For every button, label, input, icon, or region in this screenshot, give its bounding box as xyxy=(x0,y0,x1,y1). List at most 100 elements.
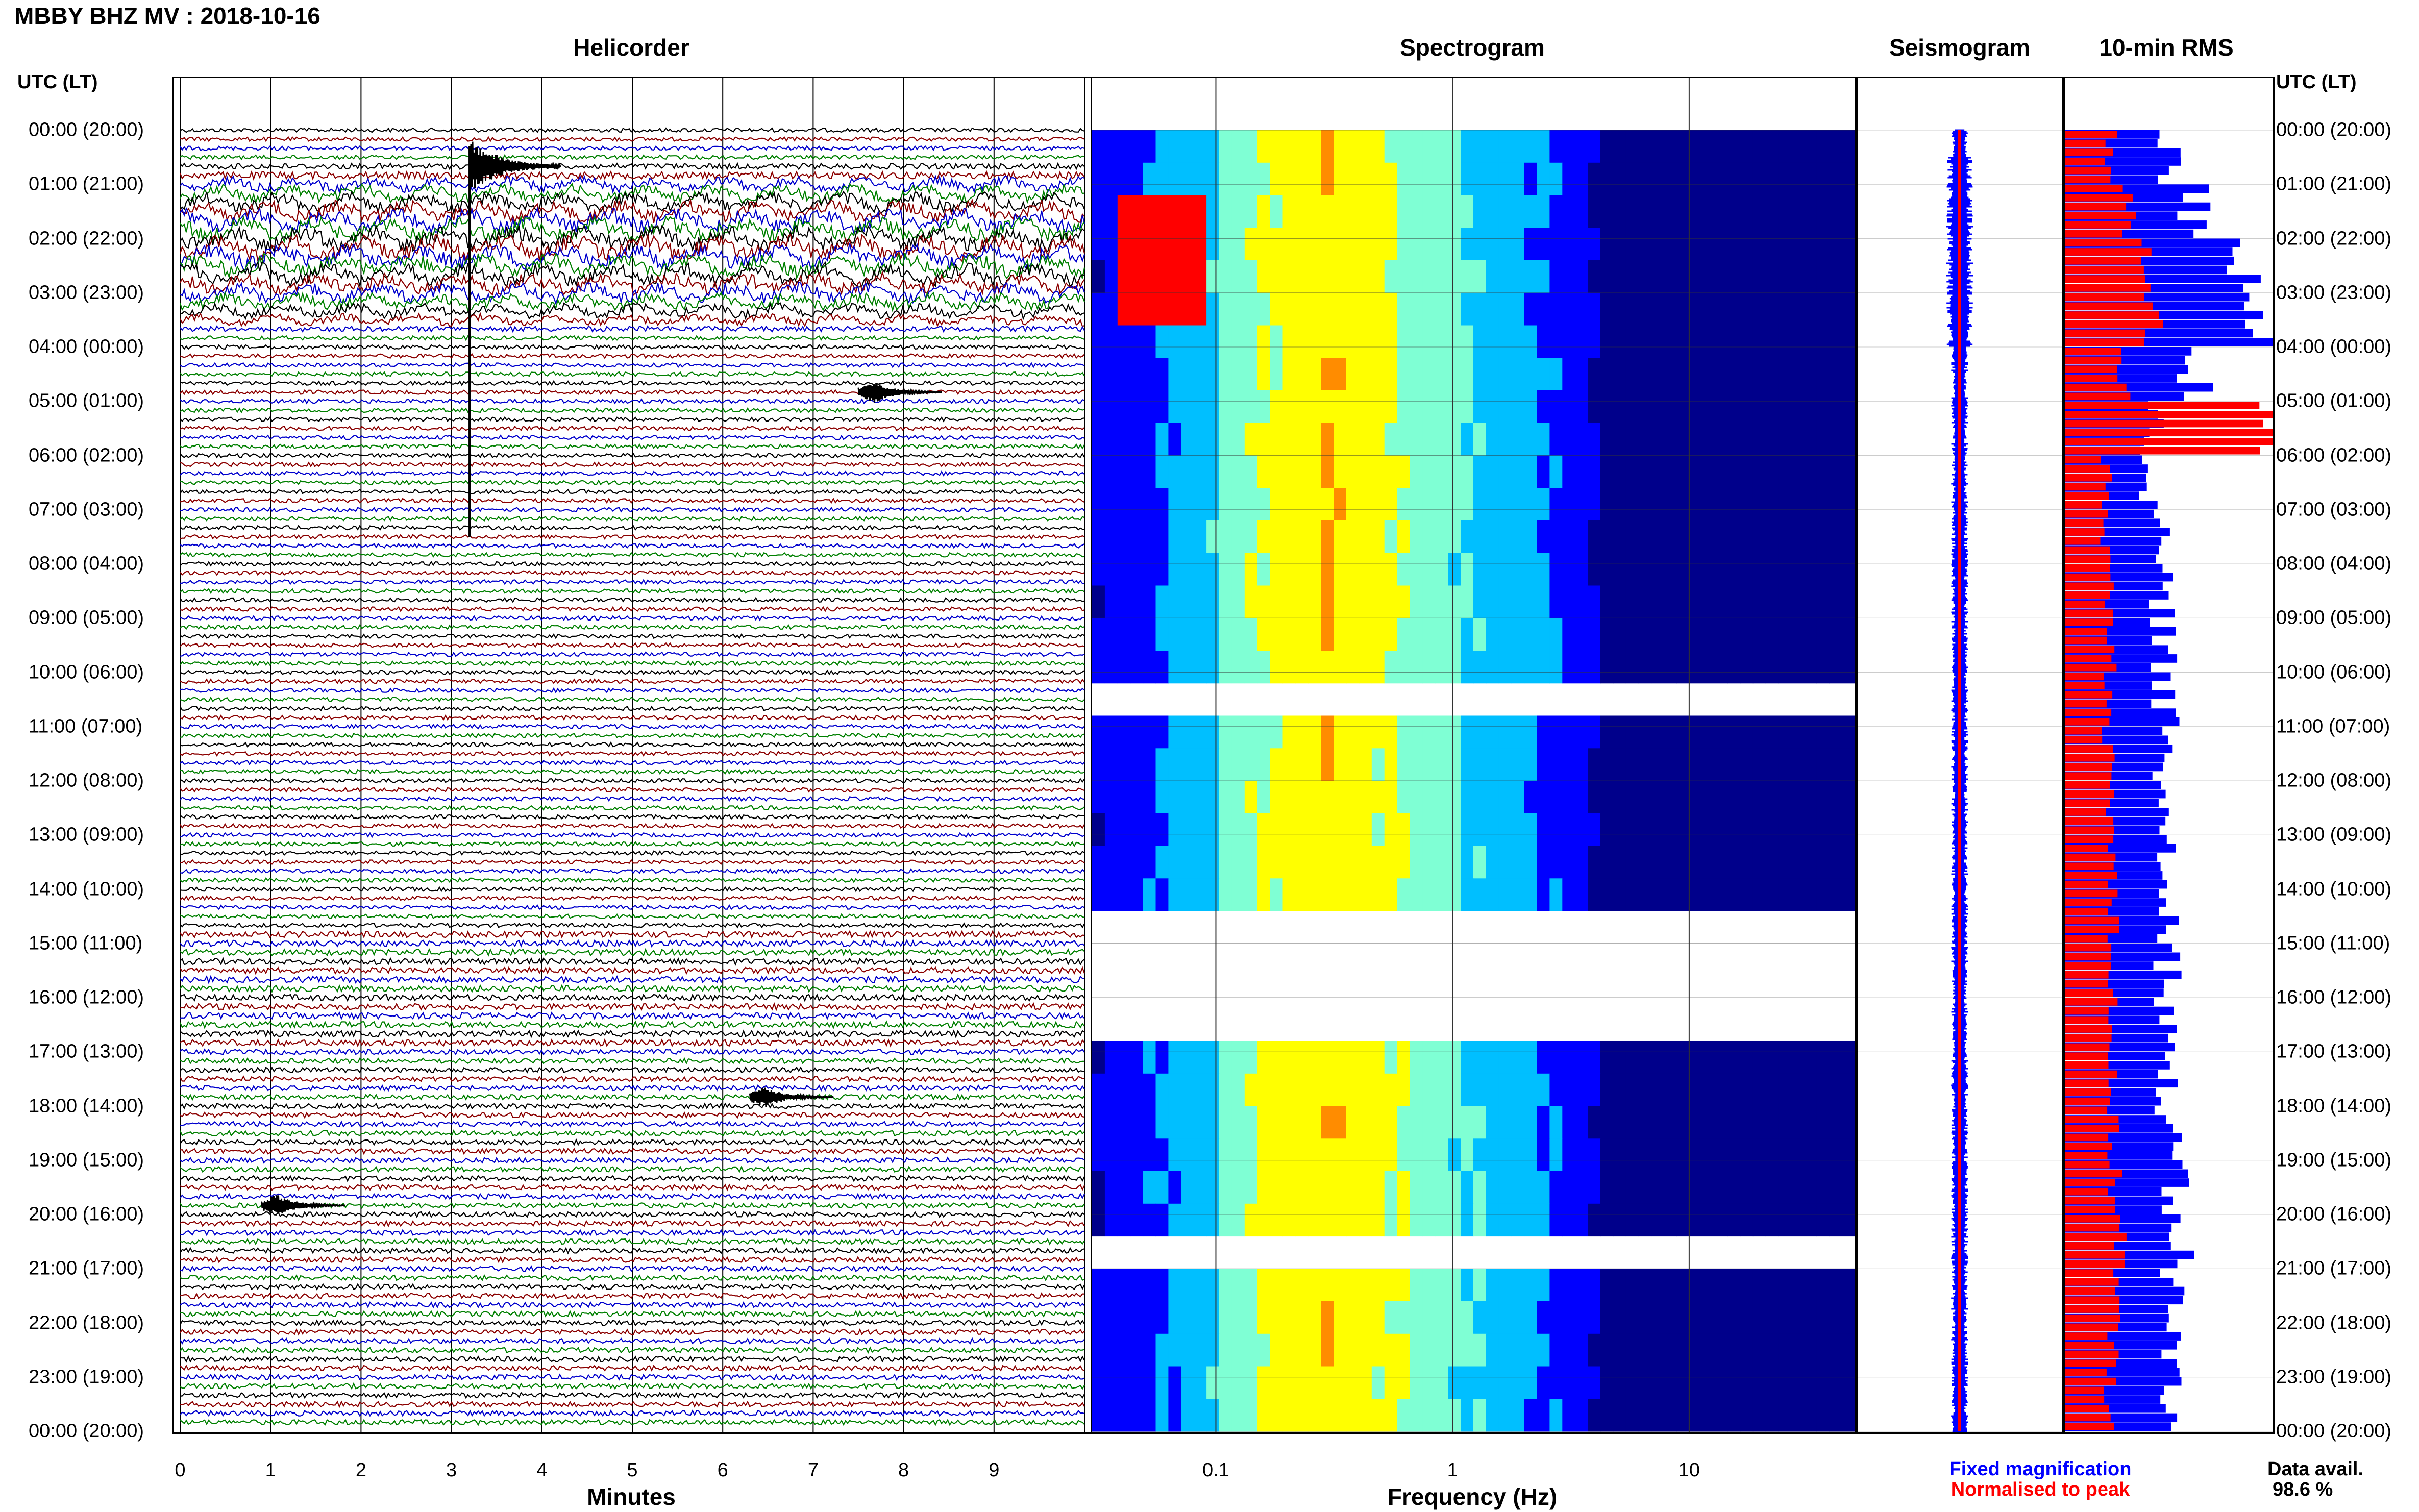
spectrogram-cell xyxy=(1549,553,1563,586)
spectrogram-cell xyxy=(1791,390,1804,424)
spectrogram-cell xyxy=(1435,1138,1448,1172)
time-label-right: 00:00 (20:00) xyxy=(2276,119,2392,141)
spectrogram-cell xyxy=(1168,553,1181,586)
spectrogram-cell xyxy=(1168,651,1181,684)
helicorder-trace xyxy=(180,1057,1085,1065)
spectrogram-cell xyxy=(1638,618,1652,651)
rms-bar-normalised xyxy=(2065,293,2144,301)
spectrogram-cell xyxy=(1130,651,1144,684)
spectrogram-cell xyxy=(1651,1106,1664,1139)
spectrogram-cell xyxy=(1410,748,1423,781)
spectrogram-cell xyxy=(1829,618,1842,651)
spectrogram-cell xyxy=(1486,1366,1499,1399)
spectrogram-cell xyxy=(1346,1366,1360,1399)
spectrogram-cell xyxy=(1334,455,1347,488)
spectrogram-cell xyxy=(1371,1106,1385,1139)
spectrogram-cell xyxy=(1397,1301,1410,1334)
spectrogram-cell xyxy=(1359,488,1372,521)
spectrogram-cell xyxy=(1473,846,1487,879)
spectrogram-cell xyxy=(1727,1106,1741,1139)
spectrogram-cell xyxy=(1270,162,1283,196)
spectrogram-cell xyxy=(1765,1138,1779,1172)
helicorder-trace xyxy=(179,1129,1085,1137)
spectrogram-cell xyxy=(1422,585,1436,618)
spectrogram-cell xyxy=(1334,715,1347,749)
spectrogram-cell xyxy=(1816,1203,1830,1237)
spectrogram-cell xyxy=(1676,1366,1690,1399)
helicorder-trace xyxy=(180,633,1085,639)
spectrogram-cell xyxy=(1676,228,1690,261)
spectrogram-cell xyxy=(1600,1366,1614,1399)
spectrogram-cell xyxy=(1778,423,1791,456)
spectrogram-cell xyxy=(1715,260,1728,293)
spectrogram-cell xyxy=(1791,585,1804,618)
spectrogram-cell xyxy=(1613,553,1626,586)
spectrogram-cell xyxy=(1676,1073,1690,1107)
spectrogram-cell xyxy=(1231,553,1245,586)
spectrogram-cell xyxy=(1638,1301,1652,1334)
spectrogram-cell xyxy=(1308,292,1321,326)
spectrogram-cell xyxy=(1752,488,1766,521)
spectrogram-cell xyxy=(1791,162,1804,196)
spectrogram-cell xyxy=(1638,195,1652,228)
spectrogram-cell xyxy=(1143,1269,1156,1302)
spectrogram-cell xyxy=(1231,292,1245,326)
spectrogram-cell xyxy=(1511,455,1525,488)
spectrogram-cell xyxy=(1359,585,1372,618)
spectrogram-cell xyxy=(1486,1138,1499,1172)
helicorder-trace xyxy=(180,1165,1085,1173)
helicorder-trace xyxy=(180,579,1085,585)
helicorder-trace xyxy=(180,1237,1085,1246)
spectrogram-cell xyxy=(1842,1171,1855,1204)
spectrogram-cell xyxy=(1600,1138,1614,1172)
spectrogram-cell xyxy=(1600,358,1614,391)
spectrogram-cell xyxy=(1816,292,1830,326)
spectrogram-cell xyxy=(1727,618,1741,651)
spectrogram-cell xyxy=(1625,1041,1639,1074)
spectrogram-cell xyxy=(1816,455,1830,488)
spectrogram-cell xyxy=(1498,1171,1512,1204)
helicorder-trace xyxy=(180,1301,1085,1309)
spectrogram-cell xyxy=(1435,1041,1448,1074)
spectrogram-cell xyxy=(1321,1171,1334,1204)
spectrogram-cell xyxy=(1206,1073,1220,1107)
helicorder-trace xyxy=(180,1075,1085,1083)
rms-bar-normalised xyxy=(2065,365,2117,374)
time-label-left: 00:00 (20:00) xyxy=(29,119,144,141)
time-label-right: 02:00 (22:00) xyxy=(2276,228,2392,249)
spectrogram-cell xyxy=(1778,585,1791,618)
spectrogram-cell xyxy=(1346,455,1360,488)
spectrogram-cell xyxy=(1448,455,1461,488)
spectrogram-cell xyxy=(1231,1171,1245,1204)
spectrogram-cell xyxy=(1092,715,1105,749)
spectrogram-cell xyxy=(1727,1138,1741,1172)
spectrogram-cell xyxy=(1727,1399,1741,1432)
spectrogram-cell xyxy=(1334,520,1347,554)
spectrogram-cell xyxy=(1625,553,1639,586)
spectrogram-cell xyxy=(1448,1333,1461,1367)
helicorder-trace xyxy=(180,1256,1085,1264)
spectrogram-cell xyxy=(1206,130,1220,163)
spectrogram-cell xyxy=(1397,553,1410,586)
spectrogram-cell xyxy=(1689,1106,1702,1139)
spectrogram-cell xyxy=(1092,292,1105,326)
spectrogram-cell xyxy=(1143,748,1156,781)
spectrogram-cell xyxy=(1321,488,1334,521)
spectrogram-cell xyxy=(1422,390,1436,424)
spectrogram-cell xyxy=(1562,325,1575,358)
spectrogram-cell xyxy=(1257,1366,1271,1399)
spectrogram-cell xyxy=(1092,553,1105,586)
rms-bar-normalised xyxy=(2065,736,2103,744)
spectrogram-cell xyxy=(1664,455,1677,488)
spectrogram-cell xyxy=(1575,1171,1588,1204)
spectrogram-cell xyxy=(1816,1171,1830,1204)
spectrogram-cell xyxy=(1715,813,1728,847)
spectrogram-cell xyxy=(1702,292,1715,326)
spectrogram-cell xyxy=(1562,781,1575,814)
spectrogram-cell xyxy=(1676,813,1690,847)
spectrogram-cell xyxy=(1359,358,1372,391)
spectrogram-cell xyxy=(1511,1203,1525,1237)
spectrogram-cell xyxy=(1511,781,1525,814)
spectrogram-cell xyxy=(1448,846,1461,879)
spectrogram-cell xyxy=(1702,1073,1715,1107)
